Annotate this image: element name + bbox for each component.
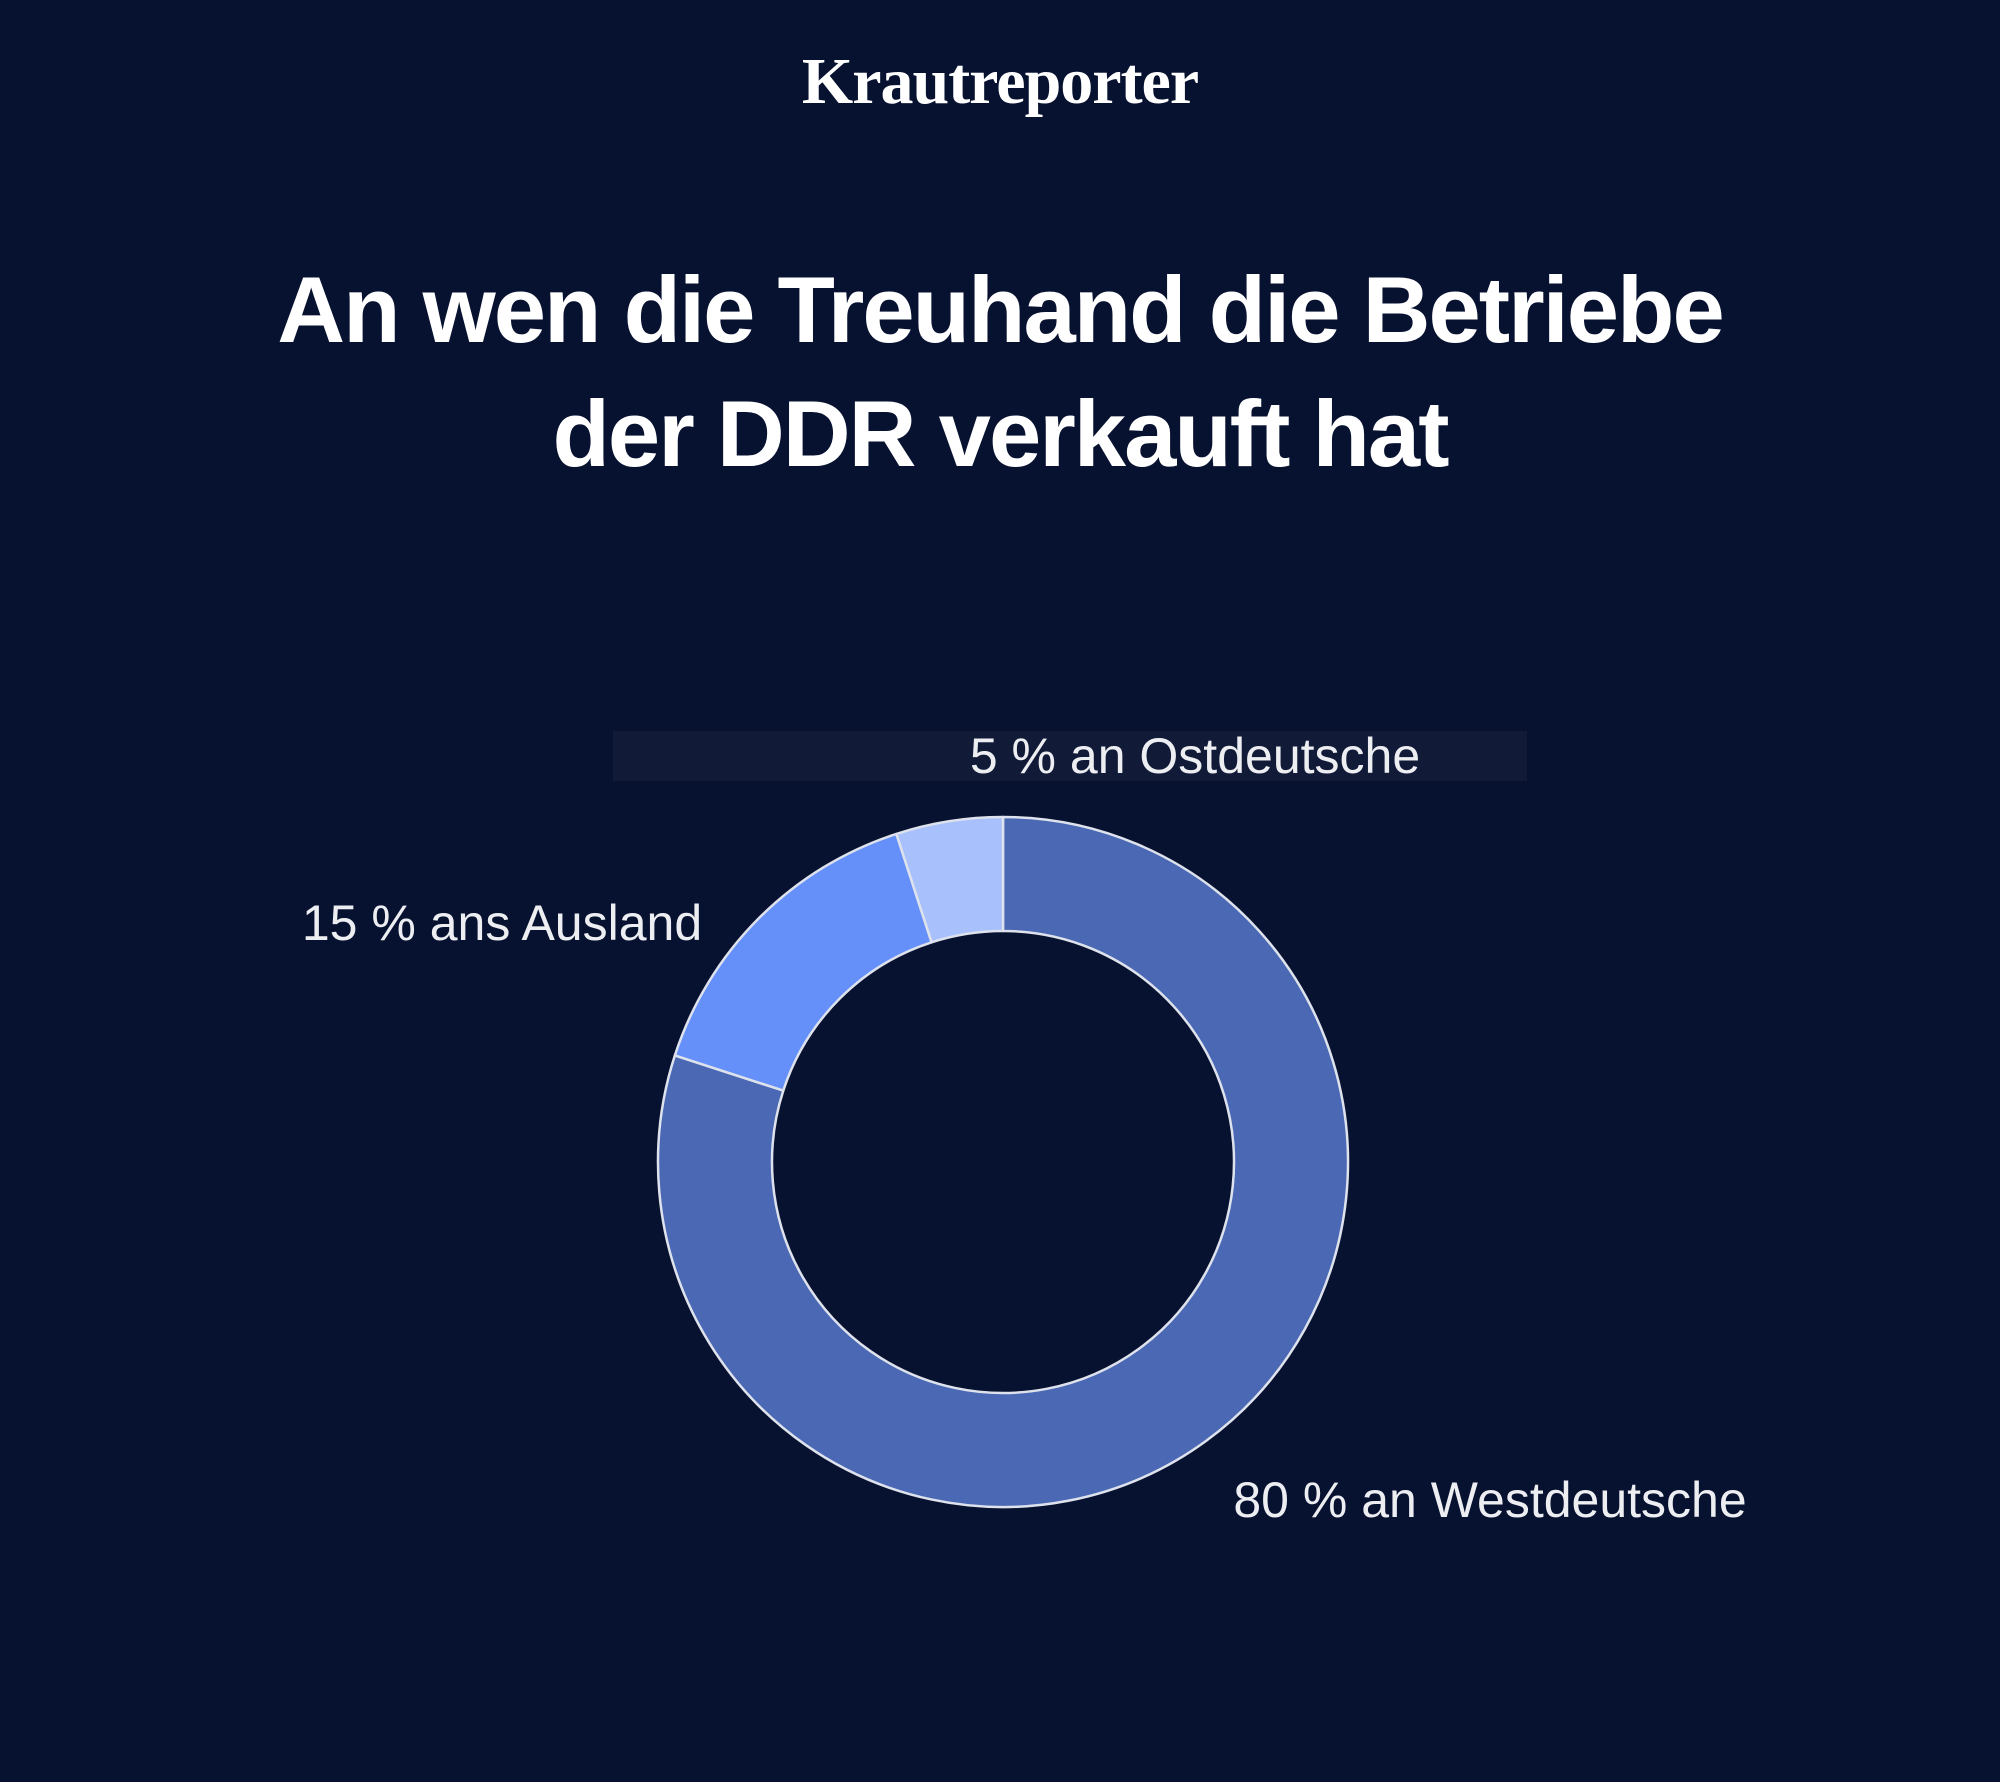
slice-label-ausland: 15 % ans Ausland bbox=[301, 895, 703, 951]
slice-label-westdeutsche: 80 % an Westdeutsche bbox=[1233, 1472, 1747, 1528]
chart-title-line2: der DDR verkauft hat bbox=[552, 381, 1450, 486]
donut-slice-ausland bbox=[673, 832, 933, 1092]
chart-title-line1: An wen die Treuhand die Betriebe bbox=[277, 257, 1725, 362]
slice-label-ostdeutsche: 5 % an Ostdeutsche bbox=[969, 728, 1421, 784]
donut-slice-westdeutsche bbox=[656, 815, 1350, 1509]
label-highlight-band bbox=[613, 731, 1527, 781]
krautreporter-logo: Krautreporter bbox=[801, 45, 1199, 118]
donut-slice-ostdeutsche bbox=[895, 815, 1005, 944]
chart-title: An wen die Treuhand die Betriebe der DDR… bbox=[0, 248, 2000, 496]
